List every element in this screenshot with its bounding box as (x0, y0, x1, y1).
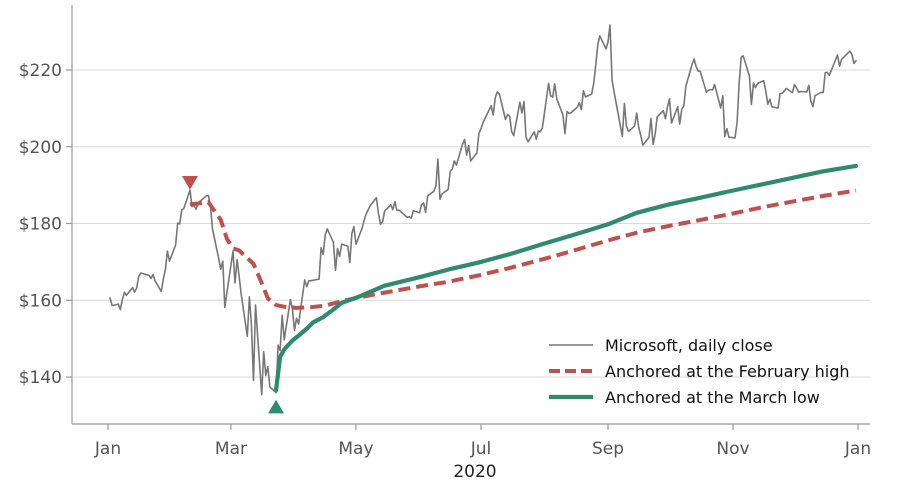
legend: Microsoft, daily close Anchored at the Fe… (549, 336, 850, 407)
series-line-0 (109, 24, 857, 396)
y-tick-label-3: $200 (19, 138, 62, 158)
tick-labels: $140 $160 $180 $200 $220 Jan Mar May Jul Sep Nov Ja… (19, 61, 871, 459)
x-axis-title: 2020 (453, 462, 496, 482)
x-tick-label-2: May (338, 439, 373, 459)
y-tick-label-4: $220 (19, 61, 62, 81)
x-tick-label-3: Jul (470, 439, 492, 459)
series-line-1 (189, 188, 857, 310)
y-tick-label-2: $180 (19, 215, 62, 235)
axes (66, 5, 870, 430)
legend-label-1: Anchored at the February high (605, 362, 850, 381)
x-tick-label-4: Sep (592, 439, 624, 459)
march-low-marker (268, 399, 285, 414)
y-tick-label-0: $140 (19, 368, 62, 388)
february-high-marker (181, 176, 198, 190)
x-tick-label-5: Nov (716, 439, 749, 459)
y-tick-label-1: $160 (19, 291, 62, 311)
gridlines (72, 69, 870, 378)
legend-label-0: Microsoft, daily close (605, 336, 773, 355)
series-line-2 (273, 163, 859, 393)
marker-layer (181, 176, 285, 414)
legend-label-2: Anchored at the March low (605, 388, 820, 407)
x-tick-label-1: Mar (215, 439, 247, 459)
series-layer (109, 24, 859, 396)
x-tick-label-6: Jan (844, 439, 871, 459)
x-tick-label-0: Jan (94, 439, 121, 459)
